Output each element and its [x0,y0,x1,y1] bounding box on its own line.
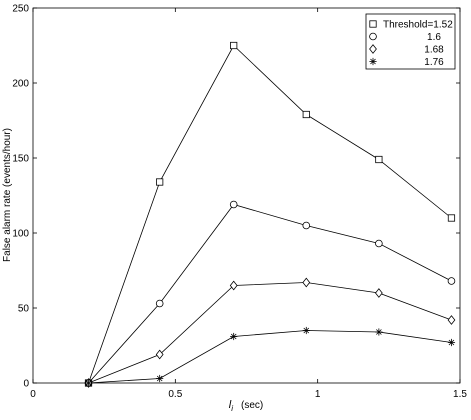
data-point-circle [155,299,164,308]
data-point-diamond [374,288,383,298]
data-point-asterisk [447,338,456,347]
y-axis-label: False alarm rate (events/hour) [2,128,13,262]
data-point-square [302,110,310,119]
series-line [88,204,452,384]
asterisk-stroke [230,333,237,340]
y-tick-label: 100 [12,229,29,240]
asterisk-stroke [303,327,310,334]
y-tick-label: 250 [12,4,29,15]
y-tick-label: 150 [12,154,29,165]
plot-frame [32,7,461,384]
y-tick-label: 200 [12,79,29,90]
legend-label: 1.76 [424,57,444,68]
data-point-diamond [302,277,311,288]
legend-label: 1.68 [424,45,444,56]
series-line [88,44,452,384]
data-point-diamond [155,349,164,360]
legend-marker [369,57,377,66]
series-line [88,330,452,384]
x-axis-label-sub: i [231,404,233,413]
data-point-asterisk [156,374,164,383]
legend-label: Threshold=1.52 [383,20,453,31]
x-tick-label: 1.5 [453,389,467,400]
asterisk-stroke [376,329,382,335]
data-point-asterisk [230,332,238,341]
data-point-circle [447,277,456,285]
legend-marker [369,20,377,28]
asterisk-stroke [370,58,376,65]
y-tick-label: 0 [23,379,29,390]
asterisk-stroke [156,375,163,382]
data-point-square [375,155,383,164]
legend: Threshold=1.521.6 1.681.76 [365,13,456,70]
data-point-circle [229,200,238,209]
data-point-asterisk [84,379,93,387]
series-line [88,282,452,384]
x-axis-label-main: l [229,399,232,411]
x-tick-label: 0 [30,389,36,400]
data-point-diamond [229,280,238,291]
x-tick-label: 1 [315,389,321,400]
data-point-square [447,214,456,222]
data-point-asterisk [302,326,310,335]
asterisk-stroke [448,339,455,346]
legend-box [365,13,456,70]
x-axis-label: li (sec) [229,399,263,413]
y-tick-label: 50 [18,304,30,315]
legend-marker [369,32,377,41]
legend-marker [369,44,377,54]
asterisk-stroke [85,380,92,386]
data-point-circle [302,221,311,230]
data-point-asterisk [375,328,383,336]
x-axis-label-unit: (sec) [241,400,263,411]
data-point-square [230,41,238,50]
data-point-circle [375,239,383,248]
data-point-square [156,178,164,186]
data-point-diamond [447,315,456,325]
legend-label: 1.6 [427,32,441,43]
x-tick-label: 0.5 [168,389,182,400]
